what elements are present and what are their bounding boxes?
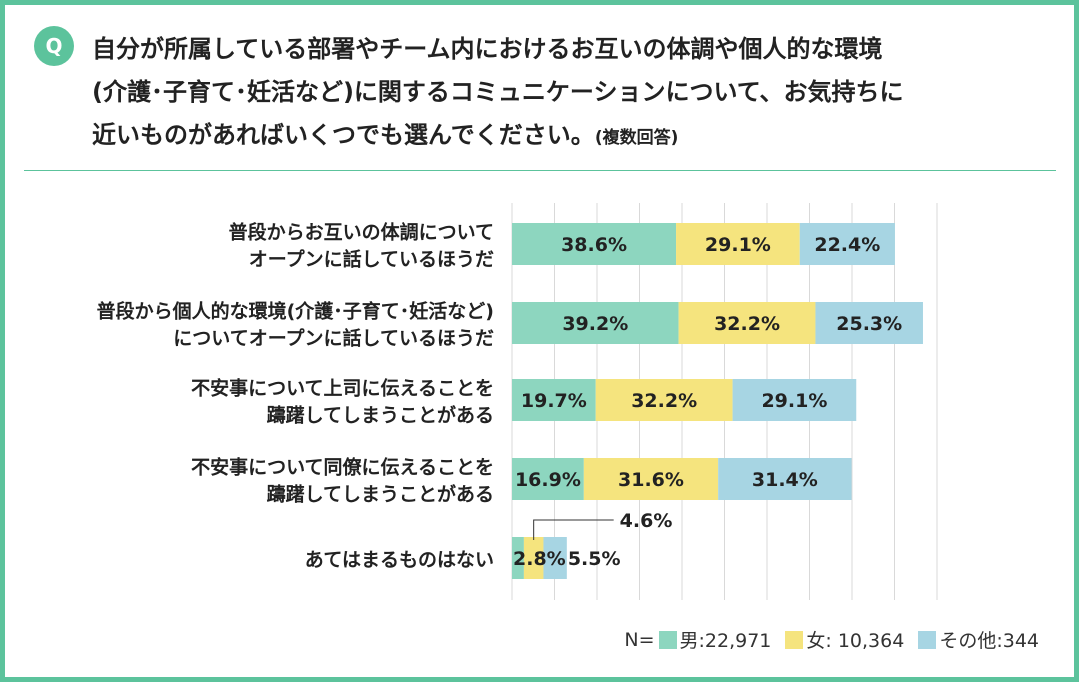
category-label: 不安事について上司に伝えることを bbox=[191, 377, 494, 400]
question-badge: Q bbox=[34, 26, 74, 66]
bar-segment bbox=[583, 458, 719, 500]
bar-segment bbox=[512, 537, 524, 579]
question-text: 自分が所属している部署やチーム内におけるお互いの体調や個人的な環境 (介護･子育… bbox=[92, 28, 1062, 160]
bar-segment bbox=[678, 302, 816, 344]
legend-item-other: その他:344 bbox=[914, 626, 1039, 653]
chart-legend: N= 男:22,971 女: 10,364 その他:344 bbox=[624, 626, 1039, 653]
legend-item-female: 女: 10,364 bbox=[781, 626, 904, 653]
bar-segment bbox=[732, 379, 857, 421]
category-label: 不安事について同僚に伝えることを bbox=[191, 456, 494, 479]
category-label: あてはまるものはない bbox=[305, 549, 494, 571]
callout-leader-line bbox=[533, 519, 614, 540]
bar-segment bbox=[815, 302, 923, 344]
bar-segment bbox=[512, 379, 596, 421]
category-label: 普段から個人的な環境(介護･子育て･妊活など) bbox=[97, 300, 494, 323]
question-note: (複数回答) bbox=[594, 128, 679, 148]
data-label: 38.6% bbox=[561, 234, 627, 256]
bar-segment bbox=[512, 302, 679, 344]
data-label: 2.8% bbox=[513, 548, 566, 570]
data-label: 31.6% bbox=[618, 469, 684, 491]
legend-swatch-male bbox=[658, 630, 677, 649]
bar-segment bbox=[512, 223, 677, 265]
divider-line bbox=[24, 170, 1056, 171]
bar-segment bbox=[799, 223, 895, 265]
legend-label-male: 男:22,971 bbox=[679, 630, 772, 652]
legend-swatch-female bbox=[785, 630, 804, 649]
question-line-1: 自分が所属している部署やチーム内におけるお互いの体調や個人的な環境 bbox=[92, 35, 883, 63]
legend-label-female: 女: 10,364 bbox=[806, 630, 905, 652]
legend-swatch-other bbox=[918, 630, 937, 649]
data-label: 4.6% bbox=[620, 510, 673, 532]
data-label: 19.7% bbox=[521, 390, 587, 412]
legend-item-male: 男:22,971 bbox=[655, 626, 772, 653]
category-label: 躊躇してしまうことがある bbox=[267, 404, 494, 427]
data-label: 31.4% bbox=[752, 469, 818, 491]
data-label: 29.1% bbox=[705, 234, 771, 256]
bar-segment bbox=[543, 537, 567, 579]
data-label: 22.4% bbox=[814, 234, 880, 256]
bar-segment bbox=[595, 379, 733, 421]
category-label: オープンに話しているほうだ bbox=[249, 248, 494, 271]
bar-segment bbox=[718, 458, 852, 500]
category-label: 躊躇してしまうことがある bbox=[267, 483, 494, 506]
legend-label-other: その他:344 bbox=[939, 630, 1039, 652]
question-line-2: (介護･子育て･妊活など)に関するコミュニケーションについて、お気持ちに bbox=[92, 78, 904, 106]
category-label: についてオープンに話しているほうだ bbox=[173, 327, 494, 350]
data-label: 32.2% bbox=[631, 390, 697, 412]
data-label: 5.5% bbox=[568, 548, 621, 570]
data-label: 29.1% bbox=[761, 390, 827, 412]
question-line-3-text: 近いものがあればいくつでも選んでください。 bbox=[92, 121, 595, 149]
bar-segment bbox=[512, 458, 584, 500]
bar-segment bbox=[676, 223, 800, 265]
bar-segment bbox=[523, 537, 544, 579]
data-label: 32.2% bbox=[714, 313, 780, 335]
legend-n-label: N= bbox=[624, 628, 655, 651]
question-line-3: 近いものがあればいくつでも選んでください。(複数回答) bbox=[92, 114, 1062, 160]
data-label: 39.2% bbox=[562, 313, 628, 335]
category-label: 普段からお互いの体調について bbox=[229, 221, 494, 244]
data-label: 25.3% bbox=[836, 313, 902, 335]
data-label: 16.9% bbox=[515, 469, 581, 491]
